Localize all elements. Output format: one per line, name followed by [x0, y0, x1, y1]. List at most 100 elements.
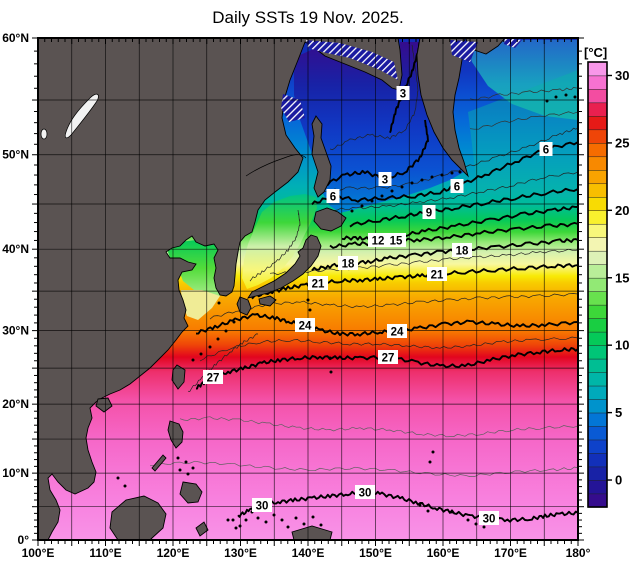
lon-tick-label: 140°E	[292, 546, 325, 560]
contour-label-value: 30	[256, 501, 269, 513]
colorbar-segment	[587, 142, 608, 158]
island-dot	[482, 525, 486, 529]
island-dot	[244, 518, 248, 522]
island-dot	[264, 520, 268, 524]
island-dot	[224, 329, 228, 333]
contour-label-value: 18	[456, 246, 469, 258]
island-dot	[123, 484, 127, 488]
land-luzon	[167, 420, 184, 449]
colorbar-segment	[587, 156, 608, 171]
island-dot	[564, 93, 568, 97]
colorbar-segment	[587, 385, 608, 400]
contour-label-value: 6	[454, 182, 460, 194]
isotherm-15C	[329, 221, 578, 249]
island-dot	[280, 518, 284, 522]
contour-label-value: 27	[382, 353, 395, 365]
island-dot	[116, 476, 120, 480]
island-dot	[319, 523, 323, 527]
colorbar-segment	[587, 344, 608, 360]
axis-labels: 100°E 110°E 120°E 130°E 140°E 150°E 160°E 170°E…	[2, 31, 590, 560]
lake-baikal	[64, 93, 99, 139]
isotherm-30C	[237, 490, 578, 523]
island-dot	[216, 337, 220, 341]
isotherm-6C	[311, 141, 578, 206]
colorbar-unit-label: [°C]	[584, 45, 607, 60]
contour-label-box	[427, 267, 447, 281]
island-dot	[302, 522, 306, 526]
colorbar-segment	[587, 223, 608, 238]
island-dot	[184, 460, 188, 464]
island-dot	[466, 518, 470, 522]
contour-label-value: 30	[483, 514, 496, 526]
island-dot	[360, 204, 364, 208]
colorbar-segment	[587, 425, 608, 441]
isotherm-21C	[251, 263, 578, 300]
island-dot	[400, 185, 404, 189]
page-title: Daily SSTs 19 Nov. 2025.	[212, 8, 404, 27]
lat-tick-label: 20°N	[2, 397, 29, 411]
land-masses	[38, 38, 506, 540]
contour-label-value: 3	[400, 89, 406, 101]
thin-isotherm	[469, 111, 578, 130]
lat-tick-label: 50°N	[2, 148, 29, 162]
island-dot	[217, 301, 221, 305]
contour-label-value: 3	[382, 175, 388, 187]
colorbar-segment	[587, 75, 608, 90]
contour-label-value: 12	[372, 236, 385, 248]
land-sulawesi	[195, 521, 209, 537]
island-dot	[329, 370, 333, 374]
island-dot	[410, 181, 414, 185]
contour-label-box	[378, 350, 398, 364]
contour-label-box	[539, 142, 553, 156]
land-mindanao	[179, 481, 203, 504]
island-dot	[208, 345, 212, 349]
colorbar-segment	[587, 115, 608, 131]
contour-label-box	[355, 485, 375, 499]
island-dot	[286, 525, 290, 529]
contour-label-box	[295, 318, 315, 332]
island-dot	[308, 308, 312, 312]
island-dot	[370, 199, 374, 203]
island-dot	[234, 526, 238, 530]
island-dot	[294, 516, 298, 520]
island-dot	[176, 456, 180, 460]
thin-isotherms	[149, 44, 578, 477]
contour-label-box	[479, 511, 499, 525]
contour-label-box	[452, 243, 472, 257]
contour-label-value: 18	[342, 259, 355, 271]
contour-label-box	[368, 233, 388, 247]
colorbar-segment	[587, 237, 608, 252]
colorbar-tick-label: 25	[615, 135, 629, 150]
land-hainan	[95, 397, 113, 413]
contour-label-value: 27	[207, 373, 220, 385]
isotherm-27C	[196, 347, 578, 390]
island-dot	[256, 516, 260, 520]
island-dot	[458, 170, 462, 174]
island-dot	[450, 171, 454, 175]
colorbar-tick-label: 15	[615, 270, 629, 285]
lon-tick-label: 110°E	[89, 546, 121, 560]
colorbar: [°C] 30 25 20 15 10 5 0	[584, 45, 629, 508]
contour-label-box	[203, 370, 223, 384]
thin-isotherm	[149, 460, 578, 477]
contour-label-box	[422, 205, 436, 219]
thin-isotherm	[319, 127, 578, 193]
island-dot	[350, 209, 354, 213]
lon-tick-label: 170°E	[494, 546, 527, 560]
contour-label-box	[252, 498, 272, 512]
contour-label-value: 24	[391, 327, 404, 339]
map-frame-and-ticks	[32, 37, 584, 546]
contour-label-value: 30	[359, 488, 372, 500]
sea-of-japan-patch	[242, 194, 317, 289]
colorbar-segment	[587, 250, 608, 265]
island-dot	[554, 95, 558, 99]
island-dot	[390, 189, 394, 193]
colorbar-segment	[587, 304, 608, 319]
contour-label-box	[308, 276, 328, 290]
northeast-pacific-patch	[468, 70, 578, 198]
colorbar-segment	[587, 466, 608, 481]
yellow-sea-patch	[166, 240, 227, 296]
contour-label-box	[326, 189, 340, 203]
